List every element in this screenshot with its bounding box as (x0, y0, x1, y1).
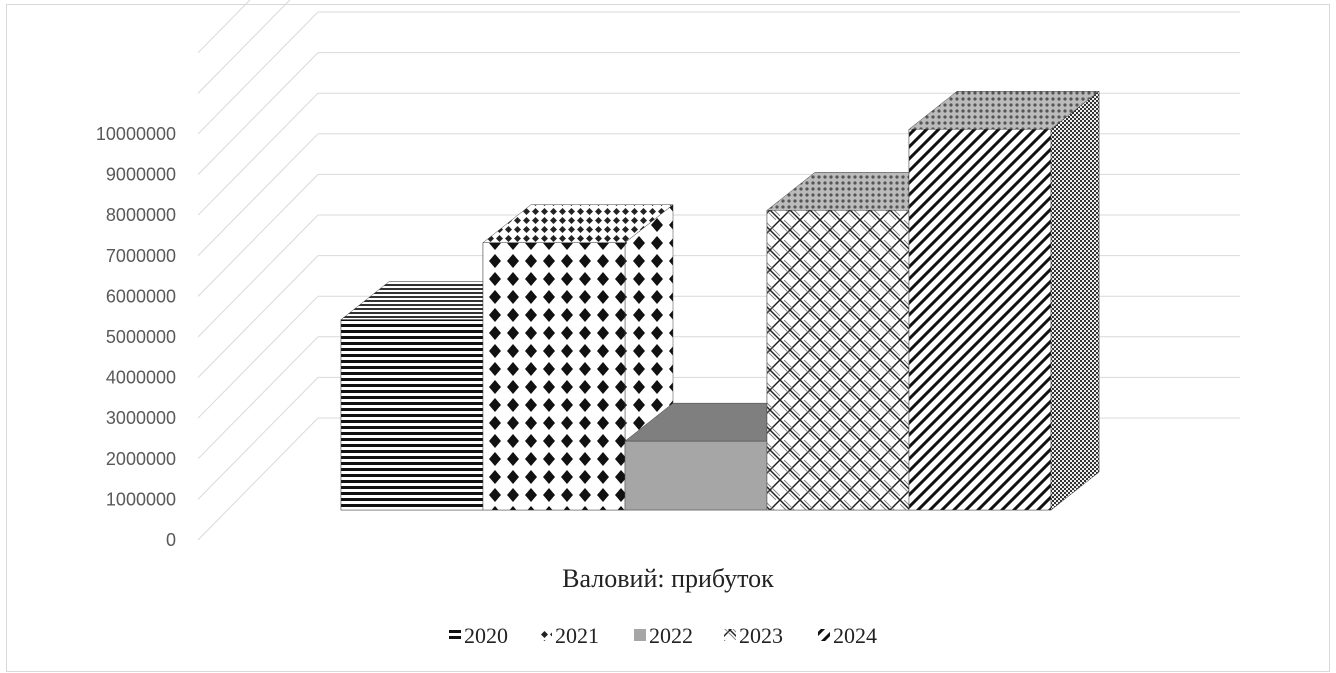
legend-swatch (634, 629, 646, 641)
legend-item-2021: 2021 (540, 623, 599, 648)
gridline-diagonal (197, 377, 319, 500)
legend-swatch (818, 629, 830, 641)
gridline-diagonal (197, 174, 319, 297)
y-axis: 0 1000000 2000000 3000000 4000000 5000000 6000… (96, 124, 176, 550)
gridline-diagonal (197, 11, 319, 135)
y-tick-label: 0 (166, 530, 176, 550)
bar-front (908, 129, 1052, 511)
y-tick-label: 10000000 (96, 124, 176, 144)
legend-swatch (449, 629, 461, 641)
y-tick-label: 4000000 (106, 368, 176, 388)
gridline-diagonal (197, 92, 319, 216)
gridline-diagonal (197, 295, 319, 419)
bar-front (624, 440, 768, 511)
bar-front (340, 319, 484, 511)
legend-item-2022: 2022 (634, 623, 693, 648)
gridline-diagonal (197, 336, 319, 460)
legend-label: 2023 (739, 623, 783, 648)
bar-side (1050, 90, 1100, 511)
gridline-diagonal (197, 0, 251, 54)
legend-item-2023: 2023 (724, 623, 783, 648)
y-tick-label: 1000000 (106, 489, 176, 509)
legend-label: 2024 (833, 623, 877, 648)
y-tick-label: 6000000 (106, 286, 176, 306)
bar-front (482, 242, 626, 511)
gridline-diagonal (197, 255, 319, 378)
legend: 2020 2021 2022 2023 2024 (449, 623, 877, 648)
legend-label: 2022 (649, 623, 693, 648)
gridline-diagonal (197, 52, 319, 175)
legend-swatch (540, 629, 552, 641)
y-tick-label: 9000000 (106, 165, 176, 185)
y-tick-label: 8000000 (106, 205, 176, 225)
gridline-diagonal (197, 214, 319, 338)
legend-swatch (724, 629, 736, 641)
y-tick-label: 3000000 (106, 408, 176, 428)
bars (340, 90, 1100, 511)
legend-label: 2020 (464, 623, 508, 648)
gridline-diagonal (197, 417, 319, 541)
legend-label: 2021 (555, 623, 599, 648)
legend-item-2020: 2020 (449, 623, 508, 648)
gridline-diagonal (197, 133, 319, 257)
x-category-label: Валовий: прибуток (562, 564, 774, 593)
legend-item-2024: 2024 (818, 623, 877, 648)
y-tick-label: 7000000 (106, 246, 176, 266)
y-tick-label: 2000000 (106, 449, 176, 469)
gridline-diagonal (197, 0, 291, 94)
bar-front (766, 210, 910, 511)
y-tick-label: 5000000 (106, 327, 176, 347)
